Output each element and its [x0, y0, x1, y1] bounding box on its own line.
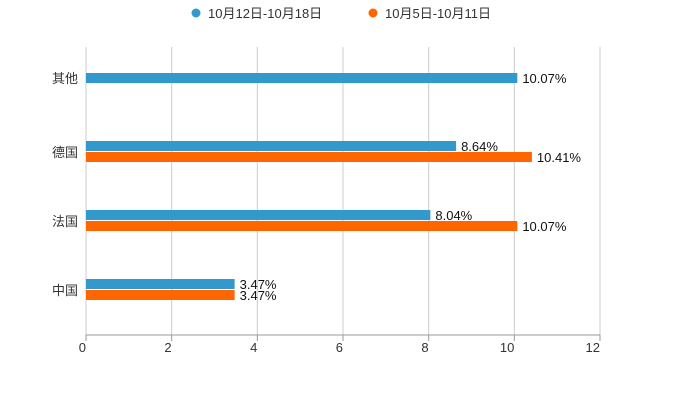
data-label-2-series-1: 10.07%	[522, 219, 567, 234]
x-tick-label-0: 0	[79, 340, 86, 355]
legend: 10月12日-10月18日 10月5日-10月11日	[191, 6, 491, 21]
bar-2-series-0[interactable]	[86, 210, 431, 220]
x-tick-label-10: 10	[500, 340, 514, 355]
data-label-2-series-0: 8.04%	[435, 208, 472, 223]
bar-3-series-1[interactable]	[86, 290, 235, 300]
legend-marker-1[interactable]	[368, 8, 378, 18]
legend-label-0[interactable]: 10月12日-10月18日	[208, 6, 322, 21]
bar-1-series-0[interactable]	[86, 141, 457, 151]
bar-3-series-0[interactable]	[86, 279, 235, 289]
x-tick-label-2: 2	[164, 340, 171, 355]
x-tick-label-8: 8	[421, 340, 428, 355]
x-tick-label-4: 4	[250, 340, 257, 355]
legend-label-1[interactable]: 10月5日-10月11日	[385, 6, 491, 21]
category-label-0: 其他	[52, 71, 78, 86]
x-tick-label-12: 12	[586, 340, 600, 355]
data-label-3-series-1: 3.47%	[240, 288, 277, 303]
category-label-2: 法国	[52, 214, 78, 229]
category-label-1: 德国	[52, 145, 78, 160]
category-label-3: 中国	[52, 283, 78, 298]
data-label-3-series-0: 3.47%	[240, 277, 277, 292]
data-label-1-series-1: 10.41%	[537, 150, 582, 165]
legend-marker-0[interactable]	[191, 8, 201, 18]
data-label-1-series-0: 8.64%	[461, 139, 498, 154]
data-label-0-series-0: 10.07%	[522, 71, 567, 86]
bar-1-series-1[interactable]	[86, 152, 532, 162]
gridlines	[85, 47, 601, 335]
bar-0-series-0[interactable]	[86, 73, 518, 83]
axes: 0 2 4 6 8 10 12	[79, 334, 601, 355]
bar-2-series-1[interactable]	[86, 221, 518, 231]
bars: 其他 10.07% 德国 8.64% 10.41% 法国 8.04% 10.07% 中国 3.47…	[52, 71, 581, 303]
x-tick-label-6: 6	[336, 340, 343, 355]
